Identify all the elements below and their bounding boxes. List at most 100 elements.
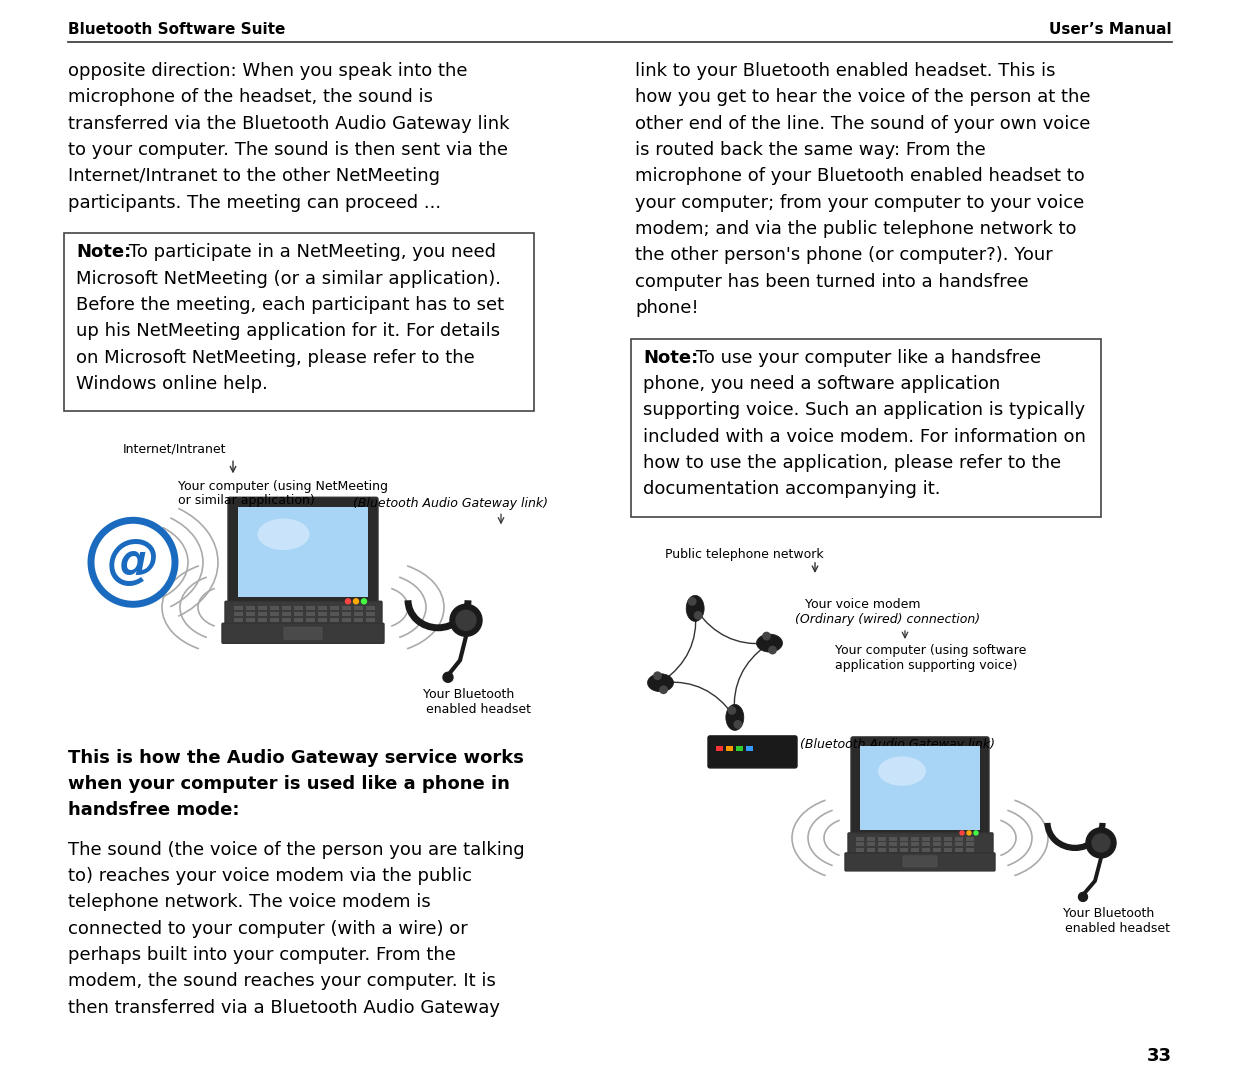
Bar	[900, 843, 908, 846]
Ellipse shape	[647, 674, 673, 691]
Bar	[878, 837, 887, 841]
Circle shape	[450, 604, 482, 636]
Text: application supporting voice): application supporting voice)	[835, 659, 1017, 672]
Bar	[366, 618, 374, 622]
Text: Microsoft NetMeeting (or a similar application).: Microsoft NetMeeting (or a similar appli…	[76, 270, 501, 287]
Bar	[900, 848, 908, 851]
Bar	[238, 507, 368, 598]
FancyBboxPatch shape	[228, 498, 378, 607]
Bar	[64, 233, 534, 412]
Bar	[234, 606, 243, 611]
Ellipse shape	[756, 634, 782, 653]
Bar	[889, 837, 897, 841]
Text: User’s Manual: User’s Manual	[1049, 22, 1172, 37]
Text: to your computer. The sound is then sent via the: to your computer. The sound is then sent…	[68, 141, 508, 159]
Bar	[715, 746, 723, 751]
FancyBboxPatch shape	[222, 624, 384, 643]
Text: then transferred via a Bluetooth Audio Gateway: then transferred via a Bluetooth Audio G…	[68, 999, 500, 1017]
Bar	[867, 837, 875, 841]
Bar	[258, 613, 267, 616]
Circle shape	[688, 597, 697, 606]
Text: (Bluetooth Audio Gateway link): (Bluetooth Audio Gateway link)	[800, 737, 994, 751]
Bar	[966, 837, 973, 841]
Bar	[258, 618, 267, 622]
FancyBboxPatch shape	[848, 833, 993, 855]
Bar	[317, 618, 327, 622]
Bar	[270, 606, 279, 611]
Bar	[911, 848, 919, 851]
Text: supporting voice. Such an application is typically: supporting voice. Such an application is…	[644, 401, 1085, 419]
Bar	[306, 606, 315, 611]
Bar	[294, 606, 303, 611]
FancyBboxPatch shape	[844, 852, 994, 871]
Bar	[737, 746, 743, 751]
Circle shape	[728, 706, 737, 715]
Bar	[911, 837, 919, 841]
Bar	[856, 837, 864, 841]
Circle shape	[653, 672, 662, 680]
Bar	[294, 613, 303, 616]
Bar	[867, 843, 875, 846]
Ellipse shape	[725, 704, 744, 730]
Text: Your computer (using NetMeeting: Your computer (using NetMeeting	[179, 481, 388, 493]
Bar	[911, 843, 919, 846]
Bar	[342, 606, 351, 611]
Bar	[955, 837, 963, 841]
Circle shape	[1086, 828, 1116, 858]
Bar	[631, 339, 1101, 517]
Text: To participate in a NetMeeting, you need: To participate in a NetMeeting, you need	[123, 243, 496, 261]
Bar	[900, 837, 908, 841]
Bar	[861, 746, 980, 830]
Text: Your Bluetooth: Your Bluetooth	[423, 688, 515, 701]
Text: Your Bluetooth: Your Bluetooth	[1063, 907, 1154, 920]
Circle shape	[353, 599, 358, 604]
Text: the other person's phone (or computer?). Your: the other person's phone (or computer?).…	[635, 246, 1053, 264]
Text: other end of the line. The sound of your own voice: other end of the line. The sound of your…	[635, 115, 1090, 132]
Bar	[317, 606, 327, 611]
Circle shape	[967, 831, 971, 835]
Bar	[353, 618, 363, 622]
Bar	[923, 843, 930, 846]
Text: transferred via the Bluetooth Audio Gateway link: transferred via the Bluetooth Audio Gate…	[68, 115, 510, 132]
Text: enabled headset: enabled headset	[1065, 922, 1171, 935]
Text: link to your Bluetooth enabled headset. This is: link to your Bluetooth enabled headset. …	[635, 62, 1055, 80]
Bar	[923, 848, 930, 851]
Text: 33: 33	[1147, 1047, 1172, 1065]
Text: perhaps built into your computer. From the: perhaps built into your computer. From t…	[68, 946, 456, 964]
Text: phone, you need a software application: phone, you need a software application	[644, 375, 1001, 392]
Bar	[330, 618, 339, 622]
Text: is routed back the same way: From the: is routed back the same way: From the	[635, 141, 986, 159]
Text: on Microsoft NetMeeting, please refer to the: on Microsoft NetMeeting, please refer to…	[76, 348, 475, 367]
Circle shape	[693, 611, 703, 620]
Circle shape	[733, 720, 743, 729]
Circle shape	[362, 599, 367, 604]
Bar	[955, 848, 963, 851]
Bar	[944, 843, 952, 846]
Ellipse shape	[878, 757, 926, 786]
Bar	[366, 606, 374, 611]
Circle shape	[443, 672, 453, 683]
Text: (Ordinary (wired) connection): (Ordinary (wired) connection)	[795, 613, 980, 626]
Text: how you get to hear the voice of the person at the: how you get to hear the voice of the per…	[635, 88, 1090, 106]
Bar	[317, 613, 327, 616]
FancyBboxPatch shape	[284, 628, 322, 640]
Text: telephone network. The voice modem is: telephone network. The voice modem is	[68, 893, 430, 912]
Bar	[342, 618, 351, 622]
FancyBboxPatch shape	[708, 736, 797, 768]
Bar	[270, 618, 279, 622]
Text: when your computer is used like a phone in: when your computer is used like a phone …	[68, 775, 510, 793]
Bar	[867, 848, 875, 851]
Bar	[353, 606, 363, 611]
Bar	[270, 613, 279, 616]
Circle shape	[768, 646, 777, 655]
Ellipse shape	[686, 596, 704, 621]
Bar	[923, 837, 930, 841]
FancyBboxPatch shape	[851, 736, 990, 839]
Text: This is how the Audio Gateway service works: This is how the Audio Gateway service wo…	[68, 748, 523, 766]
Bar	[330, 613, 339, 616]
Text: modem, the sound reaches your computer. It is: modem, the sound reaches your computer. …	[68, 973, 496, 990]
Bar	[856, 843, 864, 846]
Bar	[246, 606, 255, 611]
Text: enabled headset: enabled headset	[427, 703, 531, 716]
Text: Bluetooth Software Suite: Bluetooth Software Suite	[68, 22, 285, 37]
